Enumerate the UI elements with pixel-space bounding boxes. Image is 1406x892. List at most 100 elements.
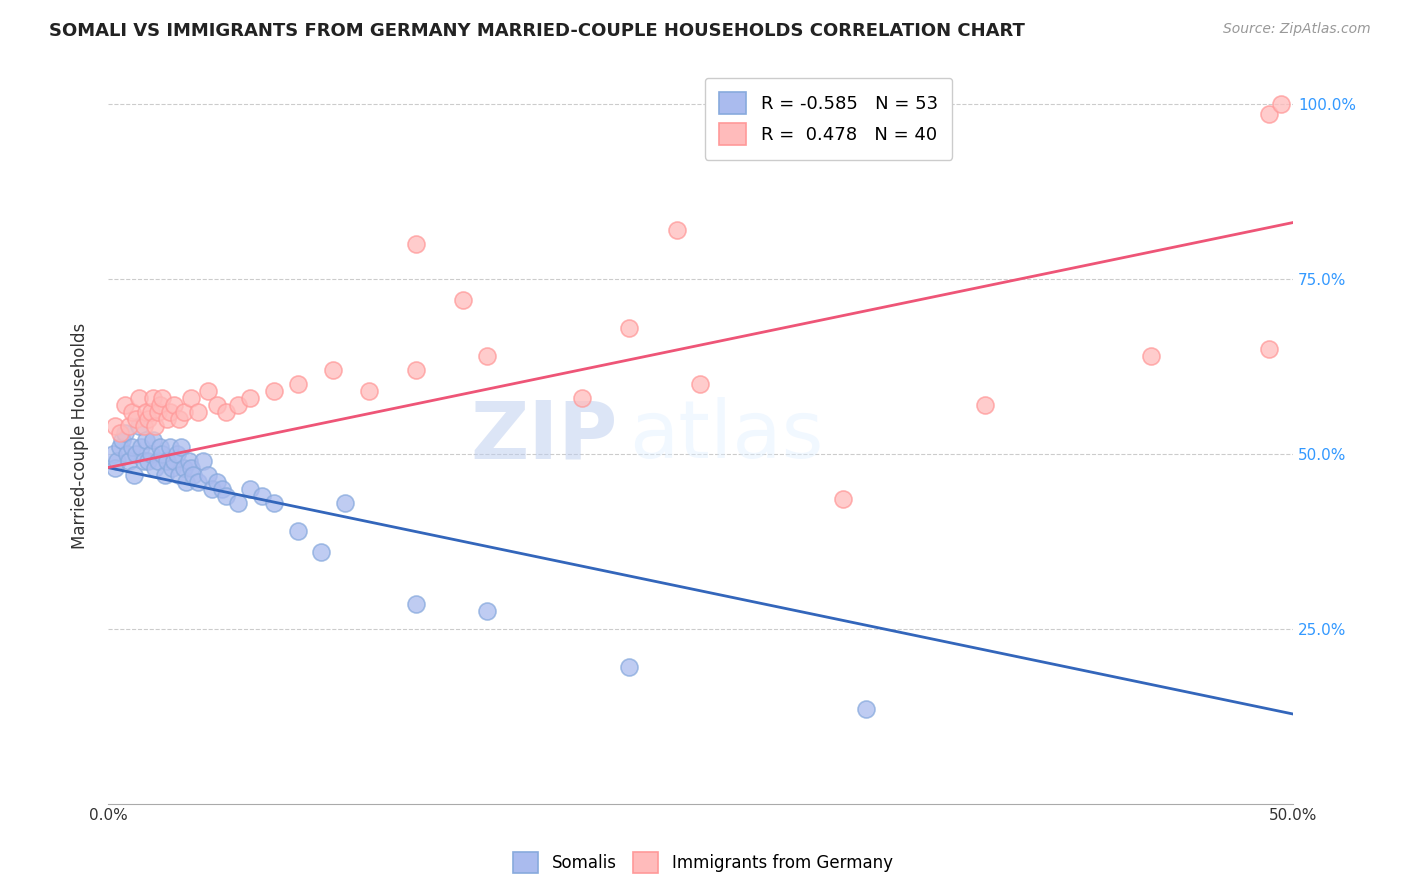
Point <box>146 404 169 418</box>
Point <box>118 453 141 467</box>
Point <box>477 604 499 618</box>
Point <box>197 384 219 398</box>
Point <box>322 362 344 376</box>
Point <box>228 398 250 412</box>
Point <box>191 453 214 467</box>
Point <box>177 453 200 467</box>
Point <box>159 440 181 454</box>
Point <box>1139 349 1161 363</box>
Point <box>571 391 593 405</box>
Text: ZIP: ZIP <box>470 397 617 475</box>
Point <box>405 597 427 611</box>
Point <box>139 404 162 418</box>
Point <box>619 320 641 334</box>
Point <box>145 460 167 475</box>
Point <box>215 404 238 418</box>
Point <box>163 398 186 412</box>
Point <box>135 433 157 447</box>
Point <box>180 460 202 475</box>
Point <box>163 453 186 467</box>
Point <box>107 453 129 467</box>
Point <box>174 475 197 489</box>
Point <box>181 467 204 482</box>
Point <box>166 446 188 460</box>
Point <box>125 446 148 460</box>
Point <box>121 440 143 454</box>
Point <box>1258 342 1281 356</box>
Point <box>156 411 179 425</box>
Point <box>239 482 262 496</box>
Point <box>128 418 150 433</box>
Legend: Somalis, Immigrants from Germany: Somalis, Immigrants from Germany <box>506 846 900 880</box>
Point <box>149 398 172 412</box>
Point <box>287 376 309 391</box>
Point <box>205 475 228 489</box>
Point <box>121 404 143 418</box>
Point <box>145 418 167 433</box>
Point <box>114 398 136 412</box>
Point <box>187 404 209 418</box>
Point <box>405 362 427 376</box>
Point <box>173 460 195 475</box>
Point <box>187 475 209 489</box>
Point <box>101 446 124 460</box>
Point <box>132 418 155 433</box>
Point <box>761 124 783 138</box>
Point <box>128 391 150 405</box>
Point <box>108 440 131 454</box>
Point <box>132 453 155 467</box>
Point <box>146 453 169 467</box>
Point <box>125 411 148 425</box>
Point <box>228 495 250 509</box>
Point <box>159 404 181 418</box>
Point <box>619 660 641 674</box>
Point <box>167 467 190 482</box>
Point <box>136 411 159 425</box>
Point <box>114 425 136 440</box>
Point <box>205 398 228 412</box>
Point <box>311 544 333 558</box>
Point <box>665 222 688 236</box>
Point <box>108 425 131 440</box>
Point <box>160 460 183 475</box>
Point <box>152 391 174 405</box>
Point <box>111 433 134 447</box>
Point <box>180 391 202 405</box>
Point <box>135 404 157 418</box>
Text: SOMALI VS IMMIGRANTS FROM GERMANY MARRIED-COUPLE HOUSEHOLDS CORRELATION CHART: SOMALI VS IMMIGRANTS FROM GERMANY MARRIE… <box>49 22 1025 40</box>
Point <box>152 446 174 460</box>
Point <box>129 440 152 454</box>
Point <box>115 446 138 460</box>
Text: atlas: atlas <box>630 397 824 475</box>
Point <box>104 418 127 433</box>
Legend: R = -0.585   N = 53, R =  0.478   N = 40: R = -0.585 N = 53, R = 0.478 N = 40 <box>704 78 952 160</box>
Point <box>263 384 285 398</box>
Point <box>201 482 224 496</box>
Text: Source: ZipAtlas.com: Source: ZipAtlas.com <box>1223 22 1371 37</box>
Point <box>142 433 165 447</box>
Y-axis label: Married-couple Households: Married-couple Households <box>72 323 89 549</box>
Point <box>239 391 262 405</box>
Point <box>118 418 141 433</box>
Point <box>197 467 219 482</box>
Point <box>1270 96 1292 111</box>
Point <box>122 467 145 482</box>
Point <box>104 460 127 475</box>
Point <box>263 495 285 509</box>
Point <box>139 446 162 460</box>
Point <box>973 398 995 412</box>
Point <box>250 489 273 503</box>
Point <box>136 453 159 467</box>
Point <box>477 349 499 363</box>
Point <box>287 524 309 538</box>
Point <box>156 453 179 467</box>
Point <box>333 495 356 509</box>
Point <box>142 391 165 405</box>
Point <box>453 293 475 307</box>
Point <box>215 489 238 503</box>
Point <box>855 702 877 716</box>
Point <box>153 467 176 482</box>
Point <box>211 482 233 496</box>
Point <box>173 404 195 418</box>
Point <box>689 376 711 391</box>
